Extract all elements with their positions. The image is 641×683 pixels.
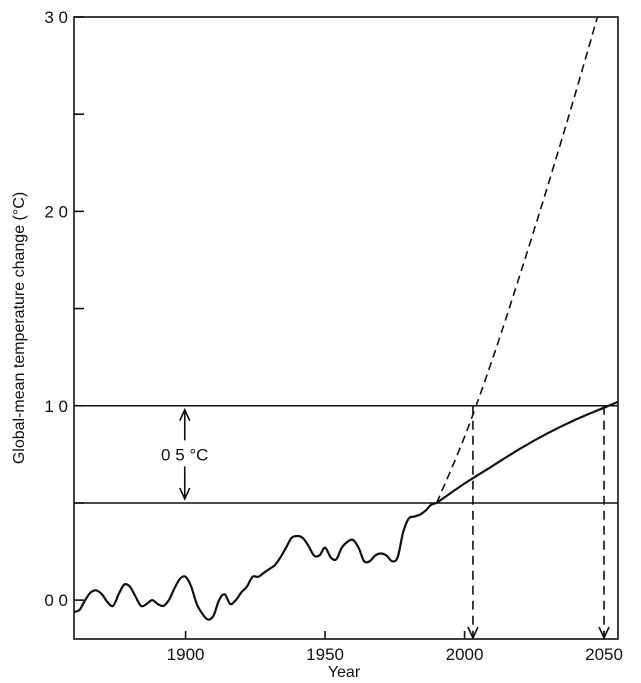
y-tick-label: 0 0 (44, 591, 68, 610)
x-tick-label: 1900 (167, 645, 205, 664)
dashed-projection-line (435, 17, 599, 504)
x-axis-title: Year (328, 664, 361, 681)
span-annotation: 0 5 °C (161, 445, 208, 464)
y-axis-title: Global-mean temperature change (°C) (11, 192, 28, 464)
span-arrow-head-down (179, 487, 191, 501)
temperature-line (436, 400, 618, 504)
temperature-line (74, 501, 438, 621)
x-tick-label: 2000 (446, 645, 484, 664)
x-tick-label: 1950 (306, 645, 344, 664)
x-tick-label: 2050 (585, 645, 623, 664)
y-tick-label: 2 0 (44, 202, 68, 221)
drop-arrow-head (467, 626, 479, 640)
plot-frame (73, 16, 619, 640)
y-tick-label: 1 0 (44, 397, 68, 416)
span-arrow-head-up (179, 407, 191, 422)
y-tick-label: 3 0 (44, 8, 68, 27)
